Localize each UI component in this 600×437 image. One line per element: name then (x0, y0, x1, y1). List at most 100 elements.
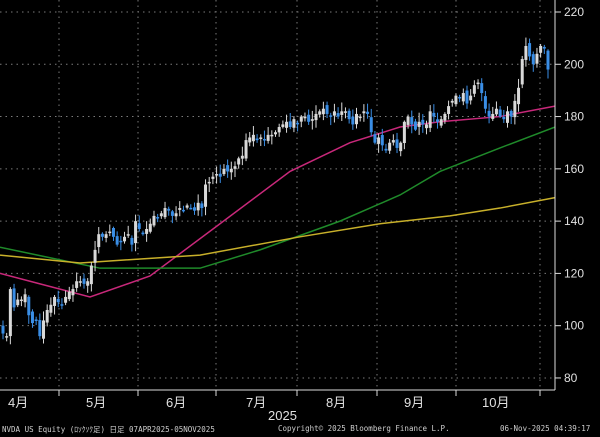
candle-body (340, 111, 344, 115)
y-tick-label: 120 (564, 266, 584, 280)
candle-body (45, 309, 49, 323)
y-tick-label: 80 (564, 371, 578, 385)
candle-body (89, 265, 93, 285)
candle-body (27, 296, 31, 316)
candle-body (200, 203, 204, 209)
month-label: 5月 (86, 395, 106, 410)
candle-body (53, 296, 57, 306)
candle-body (78, 281, 82, 283)
candle-body (12, 288, 16, 308)
candle-body (259, 137, 263, 139)
candle-body (196, 202, 200, 211)
candle-body (274, 132, 277, 135)
candle-body (439, 119, 443, 126)
month-label: 6月 (166, 395, 186, 410)
candle-body (428, 111, 432, 128)
candle-body (71, 289, 75, 296)
candle-body (141, 232, 145, 235)
candle-body (119, 240, 123, 243)
candle-body (222, 168, 226, 175)
month-label: 7月 (246, 395, 266, 410)
candle-body (528, 43, 532, 57)
candle-body (513, 100, 517, 118)
candle-body (520, 59, 524, 85)
footer-security: NVDA US Equity (ﾛｿｸｿｸ足) 日足 07APR2025-05N… (2, 425, 215, 434)
ma-line-ma200 (0, 196, 556, 264)
candle-body (421, 119, 425, 125)
candle-body (310, 119, 314, 121)
candle-body (270, 134, 274, 137)
candle-body (399, 142, 403, 152)
candle-body (226, 165, 230, 172)
candle-body (178, 208, 182, 210)
candle-body (137, 223, 141, 229)
y-tick-label: 160 (564, 162, 584, 176)
candle-body (406, 116, 410, 125)
candle-body (321, 108, 325, 115)
candle-body (16, 299, 20, 306)
candle-body (111, 227, 115, 237)
candle-body (292, 119, 296, 128)
candle-body (487, 110, 491, 117)
candle-body (100, 233, 104, 237)
candle-body (130, 237, 134, 245)
candle-body (67, 291, 71, 300)
candle-body (417, 121, 421, 127)
y-tick-label: 100 (564, 319, 584, 333)
candle-body (237, 158, 241, 165)
candle-body (93, 249, 97, 263)
candle-body (465, 90, 469, 104)
candle-body (266, 134, 270, 141)
candle-body (240, 155, 244, 159)
candle-body (380, 135, 384, 146)
candle-body (347, 110, 351, 120)
candle-body (134, 221, 138, 244)
candle-body (181, 209, 185, 212)
month-label: 10月 (482, 395, 509, 410)
candle-body (189, 207, 193, 210)
candle-body (502, 116, 506, 120)
candle-body (454, 95, 458, 105)
y-tick-label: 180 (564, 110, 584, 124)
candle-body (123, 236, 127, 242)
ma-line-ma100 (0, 126, 556, 269)
candle-body (163, 208, 167, 218)
candle-body (207, 181, 211, 184)
candle-body (517, 87, 521, 105)
candle-body (318, 111, 322, 115)
candle-body (524, 45, 528, 60)
candle-body (424, 124, 428, 129)
candle-body (469, 95, 473, 101)
candle-body (410, 117, 414, 125)
candle-body (509, 110, 513, 117)
candle-body (115, 236, 119, 245)
candle-body (336, 113, 340, 117)
candle-body (5, 336, 9, 338)
candle-body (152, 215, 156, 226)
candle-body (215, 174, 219, 176)
candle-body (483, 96, 487, 109)
candle-body (23, 294, 27, 303)
candle-body (450, 100, 454, 103)
candle-body (546, 50, 550, 70)
footer-timestamp: 06-Nov-2025 04:39:17 (500, 424, 591, 433)
candle-body (277, 127, 281, 133)
candle-body (447, 106, 451, 114)
candle-body (299, 116, 303, 122)
candle-body (75, 281, 79, 288)
month-label: 9月 (404, 395, 424, 410)
candle-body (491, 113, 495, 119)
month-label: 4月 (8, 395, 28, 410)
candle-body (325, 105, 329, 114)
candle-body (211, 176, 215, 179)
candle-body (369, 117, 373, 133)
candle-body (192, 207, 196, 211)
footer-copyright: Copyright© 2025 Bloomberg Finance L.P. (278, 424, 450, 433)
candle-body (49, 304, 53, 313)
candle-body (218, 173, 222, 177)
candle-body (458, 96, 462, 99)
candle-body (42, 320, 46, 339)
candle-body (145, 228, 149, 234)
candle-body (539, 45, 543, 53)
